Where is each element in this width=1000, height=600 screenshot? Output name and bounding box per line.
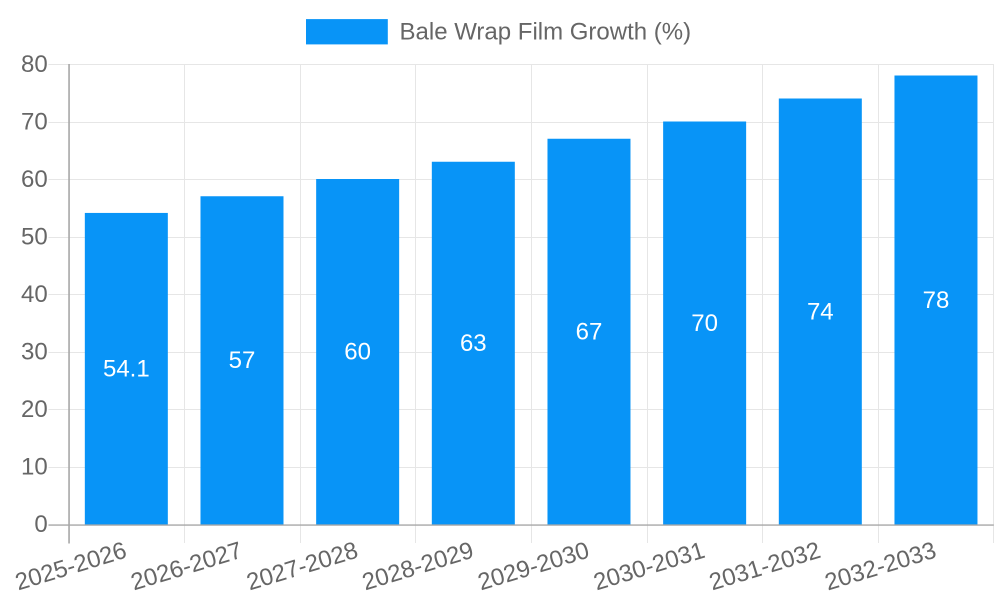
svg-text:67: 67 <box>576 318 603 345</box>
svg-text:80: 80 <box>21 51 48 78</box>
svg-text:63: 63 <box>460 330 487 357</box>
svg-text:40: 40 <box>21 281 48 308</box>
svg-text:70: 70 <box>691 310 718 337</box>
svg-text:70: 70 <box>21 109 48 136</box>
svg-text:0: 0 <box>34 511 47 538</box>
svg-text:57: 57 <box>229 347 256 374</box>
svg-text:30: 30 <box>21 339 48 366</box>
svg-text:60: 60 <box>21 166 48 193</box>
svg-text:50: 50 <box>21 224 48 251</box>
svg-text:10: 10 <box>21 454 48 481</box>
svg-text:Bale Wrap Film Growth (%): Bale Wrap Film Growth (%) <box>400 19 692 46</box>
svg-text:74: 74 <box>807 298 834 325</box>
svg-text:54.1: 54.1 <box>103 356 150 383</box>
svg-text:20: 20 <box>21 396 48 423</box>
svg-text:78: 78 <box>923 287 950 314</box>
svg-text:60: 60 <box>344 339 371 366</box>
